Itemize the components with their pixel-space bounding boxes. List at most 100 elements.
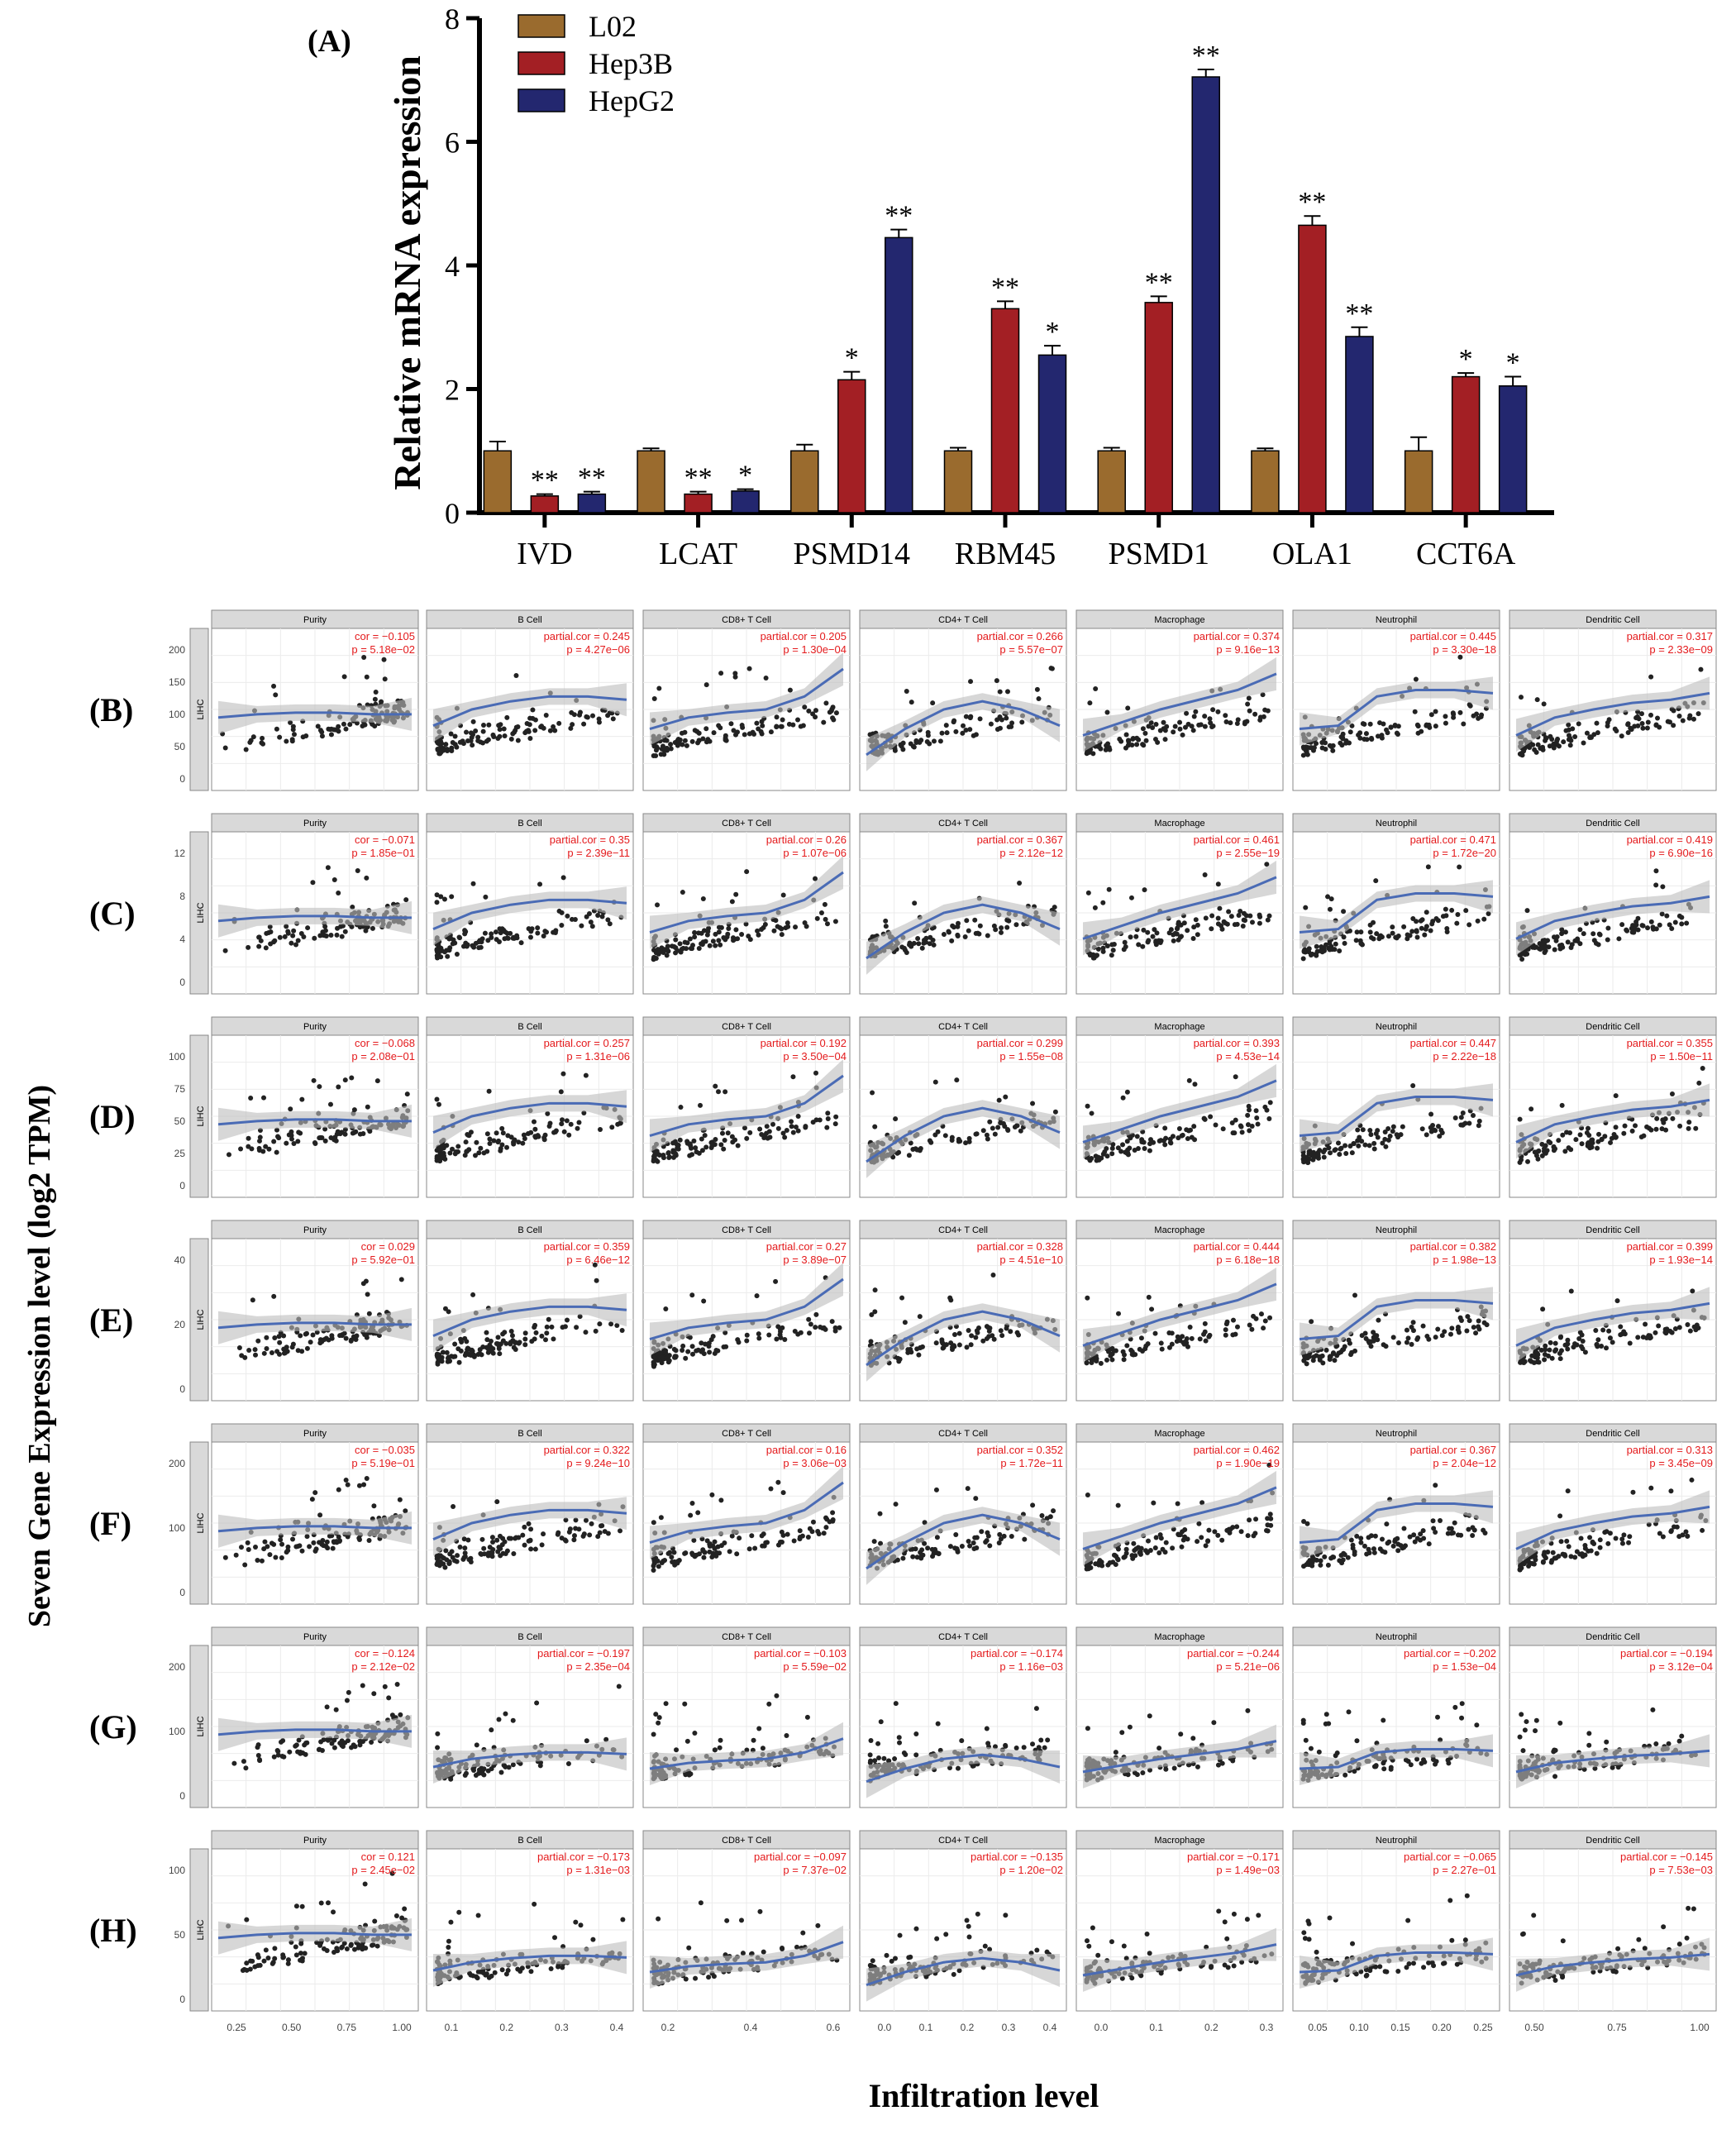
data-point bbox=[1618, 1324, 1624, 1330]
data-point bbox=[943, 723, 949, 728]
data-point bbox=[1635, 915, 1641, 921]
data-point bbox=[261, 1546, 267, 1552]
data-point bbox=[1536, 1148, 1542, 1153]
data-point bbox=[295, 1139, 301, 1144]
data-point bbox=[1648, 1485, 1654, 1491]
data-point bbox=[1330, 1554, 1336, 1559]
data-point bbox=[755, 928, 761, 934]
data-point bbox=[679, 730, 684, 736]
data-point bbox=[973, 1496, 979, 1502]
data-point bbox=[1424, 722, 1429, 728]
data-point bbox=[265, 1544, 270, 1550]
data-point bbox=[1470, 1532, 1476, 1538]
data-point bbox=[780, 892, 786, 898]
trend-line bbox=[432, 1508, 627, 1540]
data-point bbox=[1668, 1488, 1674, 1494]
data-point bbox=[1098, 1360, 1104, 1366]
data-point bbox=[1433, 1483, 1438, 1488]
data-point bbox=[1230, 1332, 1236, 1338]
data-point bbox=[731, 938, 737, 943]
data-point bbox=[1321, 945, 1327, 951]
confidence-band bbox=[866, 896, 1060, 975]
trend-line bbox=[866, 1106, 1061, 1163]
data-point bbox=[1341, 1346, 1347, 1352]
data-point bbox=[1552, 1349, 1557, 1354]
data-point bbox=[1152, 1545, 1158, 1551]
data-point bbox=[688, 946, 694, 952]
data-point bbox=[592, 1262, 598, 1268]
data-point bbox=[496, 1138, 502, 1144]
data-point bbox=[1120, 1142, 1126, 1148]
data-point bbox=[276, 1334, 282, 1340]
data-point bbox=[479, 1536, 485, 1542]
data-point bbox=[1627, 1534, 1633, 1540]
data-point bbox=[1553, 938, 1559, 943]
data-point bbox=[1556, 1138, 1562, 1144]
data-point bbox=[434, 900, 440, 905]
data-point bbox=[657, 1350, 663, 1356]
data-point bbox=[1205, 1538, 1211, 1544]
data-point bbox=[947, 1544, 953, 1550]
bar bbox=[1451, 375, 1481, 513]
data-point bbox=[773, 918, 779, 924]
data-point bbox=[1181, 920, 1187, 926]
data-point bbox=[263, 945, 269, 951]
data-point bbox=[1103, 747, 1109, 752]
data-point bbox=[1439, 1333, 1445, 1339]
data-point bbox=[284, 1140, 289, 1146]
correlation-label: partial.cor = 0.447 bbox=[1410, 1037, 1496, 1049]
data-point bbox=[1559, 927, 1565, 933]
data-point bbox=[1223, 1327, 1228, 1333]
data-point bbox=[532, 1322, 538, 1328]
data-point bbox=[1676, 1534, 1682, 1540]
data-point bbox=[925, 1545, 931, 1551]
data-point bbox=[703, 1341, 708, 1347]
data-point bbox=[1338, 1146, 1343, 1152]
data-point bbox=[464, 1149, 470, 1154]
data-point bbox=[1307, 1558, 1313, 1564]
data-point bbox=[350, 904, 355, 910]
data-point bbox=[737, 1535, 742, 1541]
data-point bbox=[977, 923, 983, 929]
data-point bbox=[996, 1097, 1002, 1103]
data-point bbox=[351, 1107, 357, 1113]
data-point bbox=[1134, 1134, 1140, 1139]
data-point bbox=[804, 924, 809, 929]
data-point bbox=[1249, 919, 1255, 925]
trend-line bbox=[217, 1525, 412, 1533]
data-point bbox=[1689, 1477, 1695, 1483]
data-point bbox=[910, 1554, 916, 1559]
data-point bbox=[1109, 1345, 1115, 1351]
data-point bbox=[445, 748, 451, 754]
data-point bbox=[1247, 1517, 1252, 1523]
data-point bbox=[1540, 1559, 1546, 1565]
data-point bbox=[1412, 709, 1418, 714]
data-point bbox=[272, 1335, 278, 1341]
data-point bbox=[484, 1337, 490, 1343]
confidence-band bbox=[1300, 676, 1493, 746]
data-point bbox=[364, 1335, 370, 1340]
data-point bbox=[541, 1531, 546, 1537]
data-point bbox=[1349, 1349, 1355, 1355]
data-point bbox=[268, 941, 274, 947]
data-point bbox=[1267, 1315, 1273, 1321]
data-point bbox=[499, 1142, 505, 1148]
data-point bbox=[1691, 1324, 1697, 1330]
correlation-label: partial.cor = 0.245 bbox=[544, 630, 630, 642]
data-point bbox=[1656, 1323, 1662, 1329]
data-point bbox=[825, 1115, 831, 1121]
data-point bbox=[481, 1545, 487, 1551]
data-point bbox=[1635, 723, 1641, 728]
confidence-band bbox=[218, 1307, 412, 1344]
data-point bbox=[1265, 1528, 1271, 1534]
data-point bbox=[1676, 713, 1682, 719]
data-point bbox=[336, 1487, 341, 1492]
data-point bbox=[1367, 922, 1373, 928]
data-point bbox=[971, 733, 976, 738]
data-point bbox=[718, 1142, 724, 1148]
data-point bbox=[267, 1552, 273, 1558]
data-point bbox=[274, 1149, 279, 1155]
data-point bbox=[1202, 1321, 1208, 1326]
